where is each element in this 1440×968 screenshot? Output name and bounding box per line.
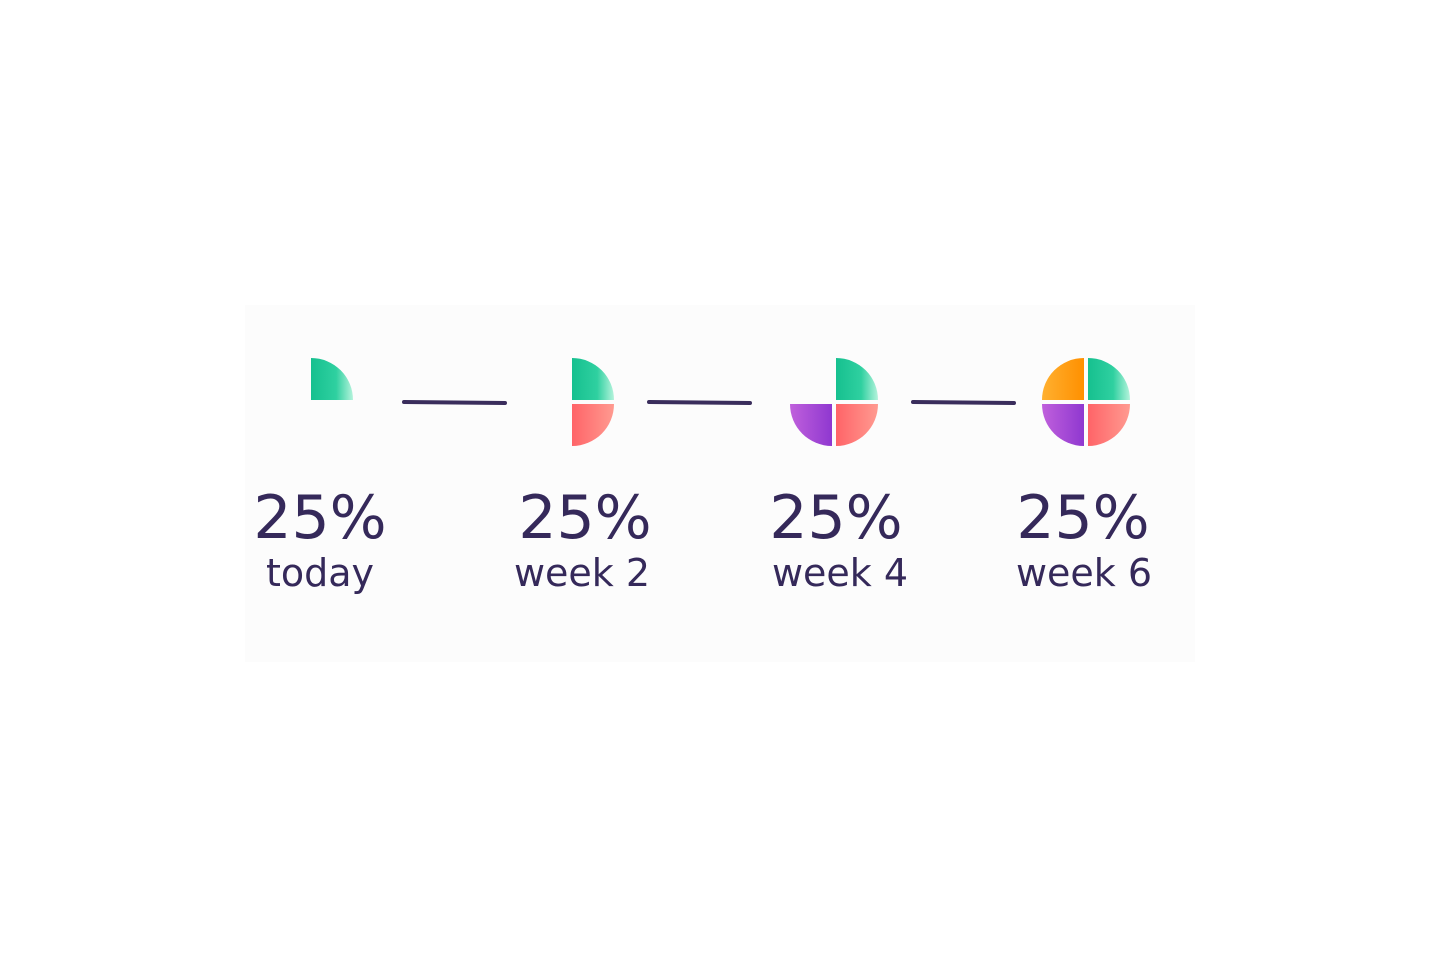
step-label: week 2	[514, 551, 650, 595]
quarter	[836, 358, 878, 400]
quarter	[572, 358, 614, 400]
quarter	[1042, 358, 1084, 400]
quarter	[1088, 358, 1130, 400]
step-value: 25%	[1016, 483, 1149, 553]
quarter	[1088, 404, 1130, 446]
quarter	[572, 404, 614, 446]
connector	[402, 400, 507, 405]
step-value: 25%	[253, 483, 386, 553]
quarter	[790, 404, 832, 446]
step-value: 25%	[518, 483, 651, 553]
quarter	[311, 358, 353, 400]
step-label: week 4	[772, 551, 908, 595]
quarter	[1042, 404, 1084, 446]
step-label: today	[266, 551, 374, 595]
connector	[911, 400, 1016, 405]
connector	[647, 400, 752, 405]
step-label: week 6	[1016, 551, 1152, 595]
step-value: 25%	[769, 483, 902, 553]
quarter	[836, 404, 878, 446]
panel	[245, 305, 1195, 662]
